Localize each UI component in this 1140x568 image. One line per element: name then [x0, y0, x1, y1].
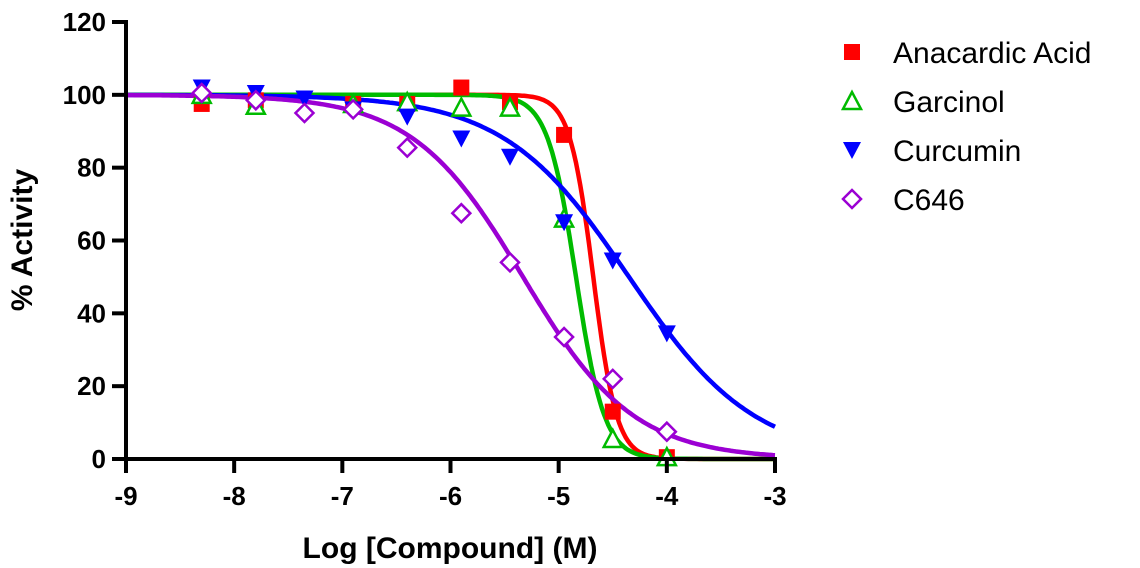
x-axis-title: Log [Compound] (M) [303, 532, 598, 565]
x-tick-label: -8 [223, 481, 246, 511]
c646-data-point [396, 136, 419, 159]
garcinol-data-point [601, 427, 624, 449]
garcinol-legend-marker [840, 89, 864, 111]
anacardic-acid-legend-marker [844, 44, 860, 60]
x-tick-label: -6 [439, 481, 462, 511]
c646-data-point [601, 368, 624, 390]
x-tick-label: -4 [655, 481, 679, 511]
garcinol-fit-curve [126, 92, 775, 462]
y-tick-label: 40 [77, 298, 106, 328]
curcumin-fit-curve [126, 92, 777, 429]
anacardic-acid-data-point [556, 126, 573, 143]
garcinol-legend-label: Garcinol [893, 86, 1005, 119]
y-tick-label: 60 [77, 226, 106, 256]
curcumin-data-point [657, 325, 676, 343]
curcumin-data-point [603, 252, 622, 270]
curcumin-data-point [398, 108, 417, 126]
c646-fit-curve [126, 92, 776, 458]
x-tick-label: -9 [114, 481, 137, 511]
y-tick-label: 80 [77, 153, 106, 183]
c646-data-point [553, 326, 575, 348]
c646-legend-marker [841, 188, 863, 210]
curcumin-data-point [295, 90, 314, 108]
c646-data-point [499, 251, 521, 274]
c646-legend-label: C646 [893, 184, 965, 217]
c646-data-point [450, 202, 473, 224]
x-tick-label: -5 [547, 481, 570, 511]
data-points [190, 79, 678, 467]
c646-data-point [656, 420, 678, 443]
anacardic-acid-data-point [453, 79, 470, 96]
anacardic-acid-data-point [604, 403, 621, 420]
y-axis-title: % Activity [6, 169, 39, 312]
c646-data-point [342, 98, 364, 121]
y-tick-label: 120 [63, 7, 106, 37]
curcumin-legend-marker [843, 142, 861, 159]
c646-data-point [190, 82, 213, 104]
fit-curves [126, 92, 777, 462]
garcinol-data-point [498, 95, 522, 117]
curcumin-legend-label: Curcumin [893, 135, 1021, 168]
x-tick-label: -3 [763, 481, 786, 511]
y-tick-label: 20 [77, 371, 106, 401]
c646-data-point [245, 89, 267, 112]
anacardic-acid-legend-label: Anacardic Acid [893, 37, 1091, 70]
garcinol-data-point [450, 95, 473, 117]
anacardic-acid-fit-curve [126, 92, 775, 462]
c646-data-point [293, 102, 316, 124]
legend: Anacardic Acid Garcinol Curcumin C646 [840, 37, 1091, 217]
axes: 0 20 40 60 80 100 120 -9 -8 -7 -6 -5 -4 -3 [63, 7, 787, 511]
y-tick-label: 100 [63, 80, 106, 110]
curcumin-data-point [500, 148, 519, 166]
curcumin-data-point [452, 130, 471, 148]
curcumin-data-point [555, 214, 574, 232]
y-tick-label: 0 [92, 444, 106, 474]
x-tick-label: -7 [331, 481, 354, 511]
